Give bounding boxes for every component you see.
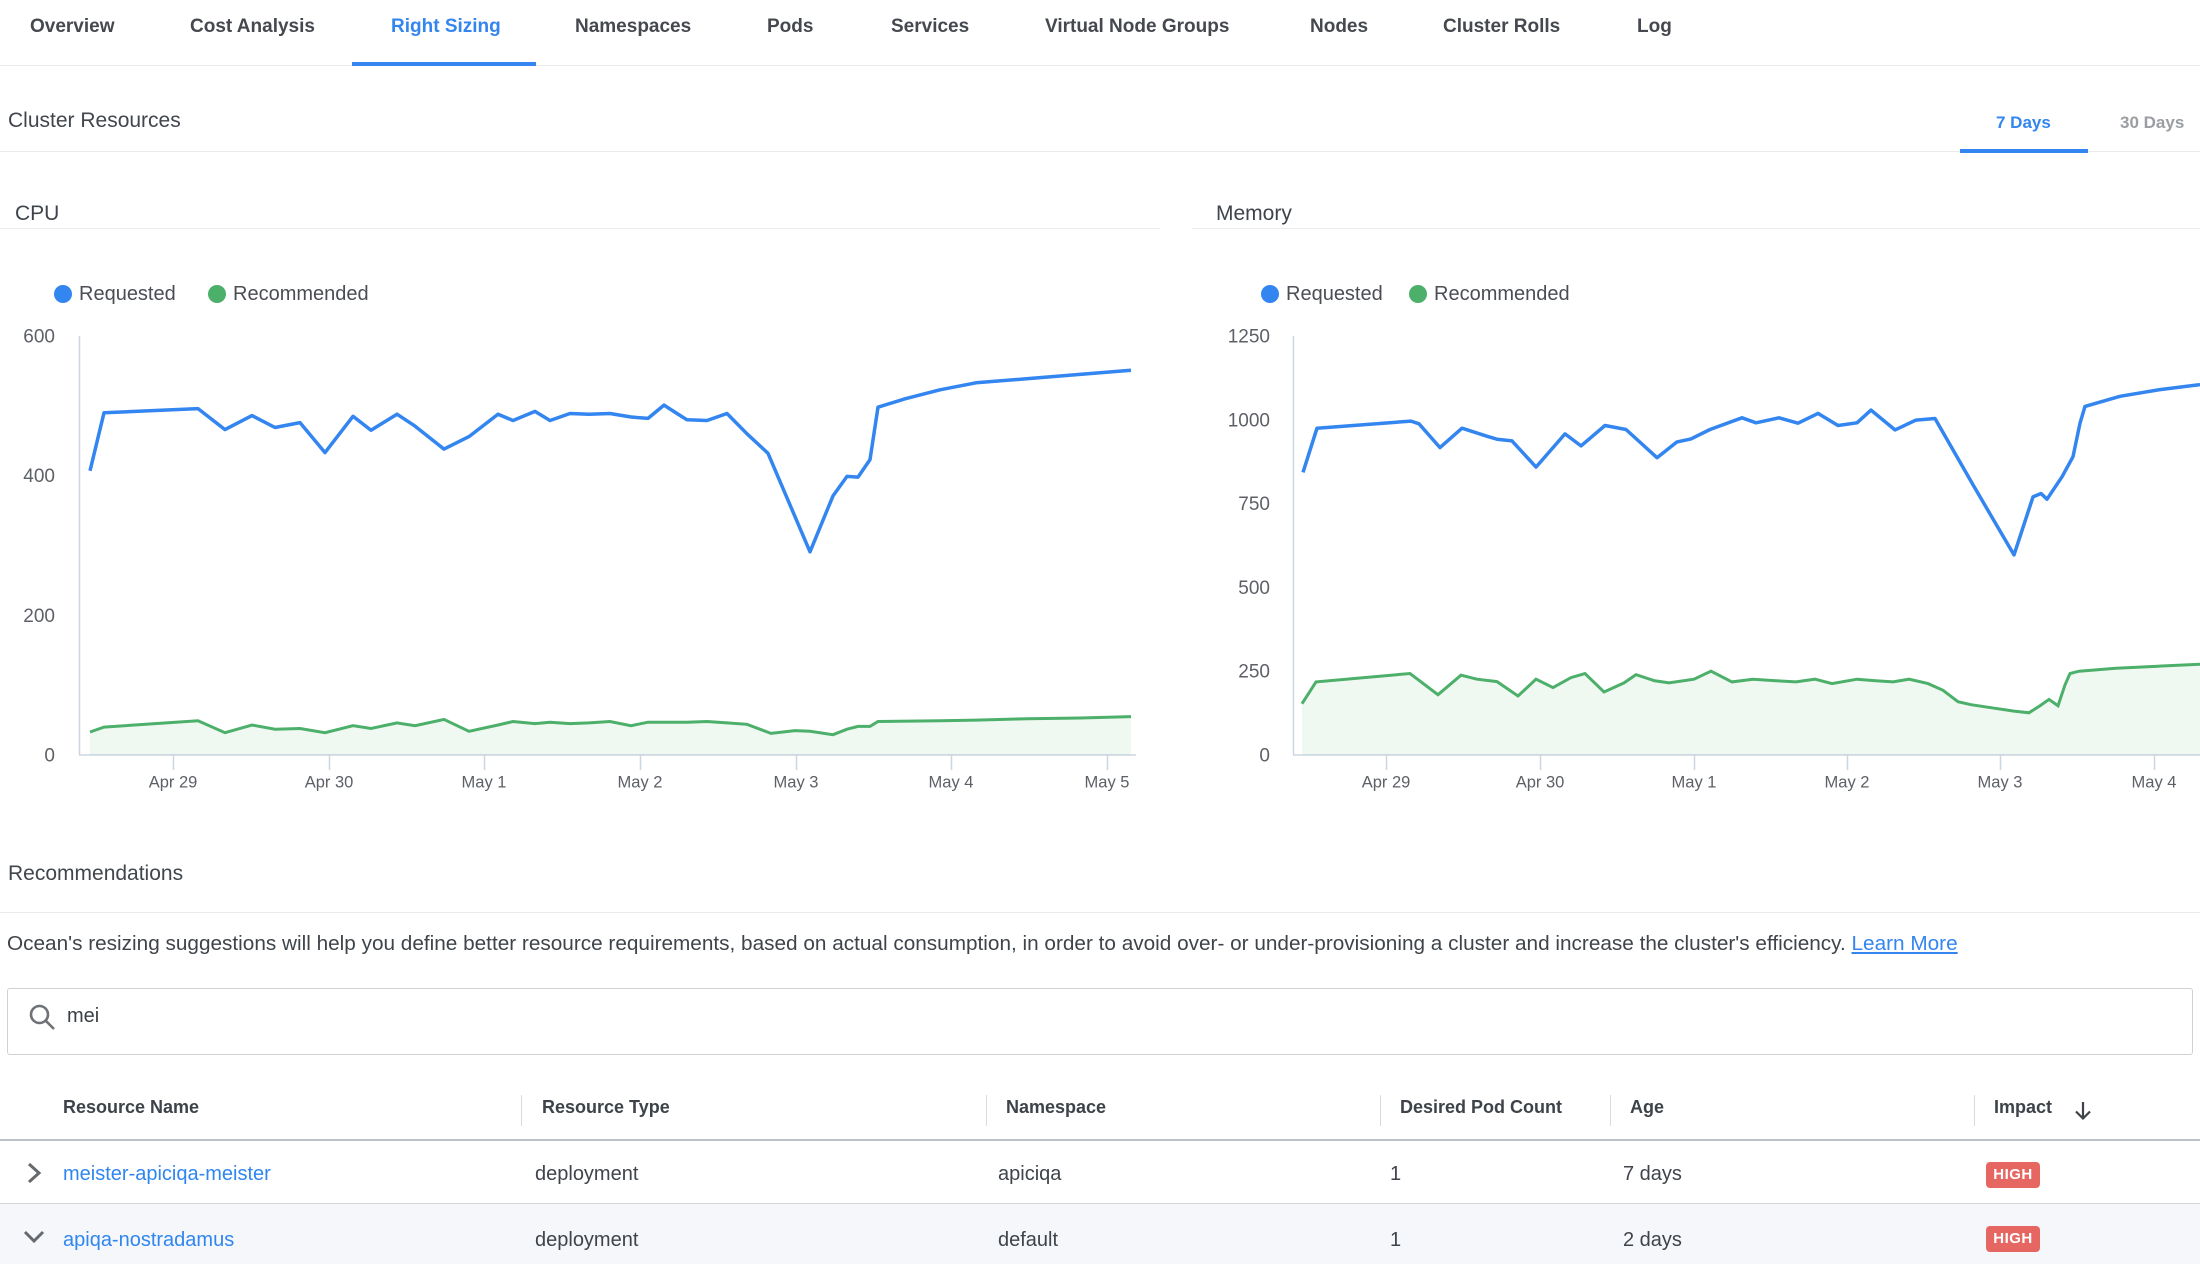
svg-text:May 3: May 3 xyxy=(1978,774,2023,792)
svg-text:Apr 30: Apr 30 xyxy=(1516,774,1565,792)
svg-text:May 5: May 5 xyxy=(1085,774,1130,792)
svg-text:600: 600 xyxy=(23,327,55,348)
svg-text:500: 500 xyxy=(1238,578,1270,599)
svg-text:May 1: May 1 xyxy=(462,774,507,792)
svg-text:1250: 1250 xyxy=(1228,327,1270,348)
svg-text:Apr 29: Apr 29 xyxy=(149,774,198,792)
svg-text:0: 0 xyxy=(1259,746,1270,767)
svg-text:May 4: May 4 xyxy=(929,774,974,792)
svg-text:750: 750 xyxy=(1238,494,1270,515)
svg-text:May 3: May 3 xyxy=(774,774,819,792)
svg-text:0: 0 xyxy=(44,746,55,767)
svg-text:200: 200 xyxy=(23,606,55,627)
svg-text:400: 400 xyxy=(23,466,55,487)
svg-text:Apr 30: Apr 30 xyxy=(305,774,354,792)
svg-text:May 2: May 2 xyxy=(1825,774,1870,792)
svg-text:May 1: May 1 xyxy=(1672,774,1717,792)
svg-text:May 2: May 2 xyxy=(618,774,663,792)
svg-text:250: 250 xyxy=(1238,662,1270,683)
svg-text:1000: 1000 xyxy=(1228,410,1270,431)
svg-text:Apr 29: Apr 29 xyxy=(1362,774,1411,792)
svg-text:May 4: May 4 xyxy=(2132,774,2177,792)
